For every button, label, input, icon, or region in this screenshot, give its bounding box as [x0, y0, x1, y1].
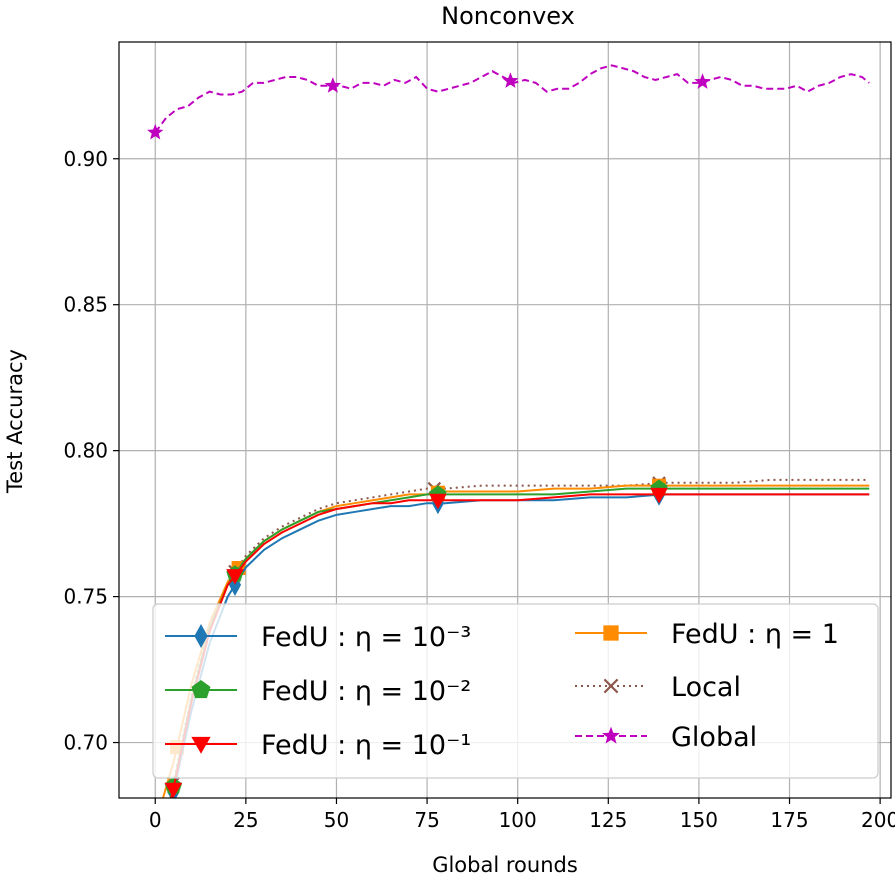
series-5 — [147, 64, 870, 140]
series-marker — [164, 782, 183, 798]
x-axis-ticks: 0 25 50 75 100 125 150 175 200 — [149, 798, 895, 832]
series-marker — [650, 487, 668, 504]
legend-box — [152, 603, 879, 779]
x-axis-label: Global rounds — [432, 853, 578, 877]
x-tick-label: 175 — [770, 808, 808, 832]
y-tick-label: 0.75 — [63, 585, 108, 609]
legend-item: FedU : η = 10⁻³ — [165, 622, 471, 653]
x-tick-label: 75 — [414, 808, 439, 832]
series-2 — [164, 487, 870, 798]
legend-item: FedU : η = 1 — [575, 619, 839, 650]
legend-label: FedU : η = 10⁻³ — [261, 622, 471, 653]
legend-label: Local — [671, 672, 741, 703]
legend-label: FedU : η = 10⁻¹ — [261, 730, 471, 761]
x-tick-label: 25 — [233, 808, 258, 832]
series-marker — [502, 72, 519, 88]
series-marker — [147, 123, 164, 140]
legend-item: Local — [575, 672, 741, 703]
series-marker — [429, 493, 447, 510]
y-tick-label: 0.80 — [63, 439, 108, 463]
legend-marker — [191, 736, 211, 754]
legend-label: FedU : η = 1 — [671, 619, 839, 650]
y-axis-label: Test Accuracy — [3, 349, 27, 494]
x-tick-label: 100 — [499, 808, 537, 832]
chart-title: Nonconvex — [441, 2, 575, 30]
legend-label: Global — [671, 722, 757, 753]
legend-item: FedU : η = 10⁻¹ — [165, 730, 471, 761]
plot-frame — [118, 41, 892, 799]
legend-item: Global — [575, 722, 757, 753]
legend-label: FedU : η = 10⁻² — [261, 676, 471, 707]
y-tick-label: 0.90 — [63, 147, 108, 171]
x-tick-label: 0 — [149, 808, 162, 832]
legend-marker — [603, 678, 619, 694]
x-tick-label: 150 — [680, 808, 718, 832]
legend: FedU : η = 10⁻³ FedU : η = 10⁻² FedU : η =… — [152, 603, 879, 779]
series-marker — [324, 77, 342, 93]
legend-item: FedU : η = 10⁻² — [165, 676, 471, 707]
x-tick-label: 125 — [589, 808, 627, 832]
series-line — [168, 478, 870, 798]
y-tick-label: 0.70 — [63, 731, 108, 755]
y-axis-ticks: 0.70 0.75 0.80 0.85 0.90 — [63, 147, 119, 755]
legend-marker — [191, 680, 211, 699]
x-tick-label: 50 — [324, 808, 349, 832]
legend-marker — [602, 726, 620, 744]
series-marker — [226, 569, 244, 585]
series-line — [169, 487, 870, 798]
legend-marker — [603, 625, 619, 641]
x-tick-label: 200 — [861, 808, 895, 832]
legend-marker — [194, 623, 208, 649]
series-layer — [147, 64, 870, 798]
series-marker — [694, 73, 711, 89]
y-tick-label: 0.85 — [63, 293, 108, 317]
